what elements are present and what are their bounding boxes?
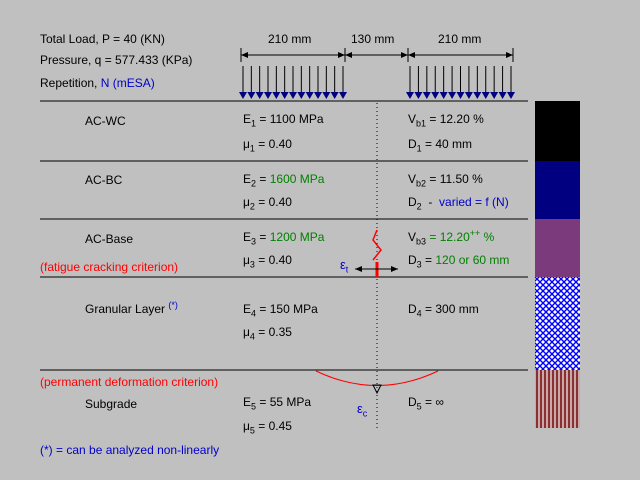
load-arrow-head <box>280 92 289 99</box>
layer-volume: Vb3 = 12.20++ % <box>408 228 495 247</box>
load-arrow-head <box>247 92 256 99</box>
layer-modulus: E4 = 150 MPa <box>243 302 318 319</box>
permanent-deformation-label: (permanent deformation criterion) <box>40 375 219 389</box>
load-arrow-head <box>448 92 457 99</box>
layer-modulus: E5 = 55 MPa <box>243 395 312 412</box>
fatigue-criterion-label: (fatigue cracking criterion) <box>40 260 179 274</box>
dimension-line <box>240 48 514 62</box>
dimension-arrowheads <box>241 52 513 58</box>
compressive-strain-marker <box>372 384 382 395</box>
load-arrow-head <box>456 92 465 99</box>
pressure-label: Pressure, q = 577.433 (KPa) <box>40 53 193 67</box>
load-arrow-head <box>314 92 322 99</box>
load-arrow-head <box>507 92 515 99</box>
load-arrow-head <box>406 92 414 99</box>
layer-poisson: μ2 = 0.40 <box>243 195 292 212</box>
layer-thickness: D2 - varied = f (N) <box>408 195 509 212</box>
load-arrow-head <box>239 92 247 99</box>
load-arrow-head <box>264 92 272 99</box>
total-load-label: Total Load, P = 40 (KN) <box>40 32 165 46</box>
layer-volume: Vb2 = 11.50 % <box>408 172 483 189</box>
layer-thickness: D1 = 40 mm <box>408 137 473 154</box>
load-arrow-head <box>490 92 499 99</box>
layer-modulus: E3 = 1200 MPa <box>243 230 325 247</box>
layer-poisson: μ4 = 0.35 <box>243 325 292 342</box>
load-arrow-head <box>255 92 264 99</box>
repetition-prefix: Repetition, <box>40 76 101 90</box>
layer-modulus: E2 = 1600 MPa <box>243 172 325 189</box>
layer-modulus: E1 = 1100 MPa <box>243 112 324 129</box>
legend-ac-base <box>535 219 580 277</box>
layer-volume: Vb1 = 12.20 % <box>408 112 484 129</box>
load-arrow-head <box>414 92 423 99</box>
footnote: (*) = can be analyzed non-linearly <box>40 443 220 457</box>
layer-legend-strip <box>535 101 580 428</box>
load-arrow-head <box>289 92 297 99</box>
tensile-strain-marker <box>355 229 398 277</box>
legend-granular <box>535 277 580 370</box>
tensile-strain-symbol: εt <box>340 257 349 275</box>
layer-name: Granular Layer (*) <box>85 300 178 317</box>
dimension-right: 210 mm <box>438 32 482 46</box>
layer-name: Subgrade <box>85 397 138 411</box>
dimension-gap: 130 mm <box>351 32 395 46</box>
layer-name: AC-BC <box>85 173 123 187</box>
layer-thickness: D3 = 120 or 60 mm <box>408 253 510 270</box>
load-arrow-head <box>473 92 482 99</box>
layer-poisson: μ1 = 0.40 <box>243 137 292 154</box>
layer-thickness: D4 = 300 mm <box>408 302 479 319</box>
load-arrow-head <box>431 92 440 99</box>
load-arrows-left <box>239 66 347 99</box>
load-arrow-head <box>272 92 281 99</box>
load-arrow-head <box>439 92 448 99</box>
legend-subgrade <box>535 370 580 428</box>
layer-thickness: D5 = ∞ <box>408 395 444 412</box>
layer-poisson: μ3 = 0.40 <box>243 253 292 270</box>
layer-name: AC-Base <box>85 232 134 246</box>
load-arrows-right <box>406 66 515 99</box>
compressive-strain-symbol: εc <box>357 401 368 419</box>
layer-boundaries <box>40 100 528 371</box>
load-arrow-head <box>322 92 331 99</box>
layer-poisson: μ5 = 0.45 <box>243 419 292 436</box>
load-arrow-head <box>422 92 431 99</box>
load-arrow-head <box>305 92 314 99</box>
layer-name: AC-WC <box>85 114 126 128</box>
load-arrow-head <box>339 92 347 99</box>
legend-ac-wc <box>535 101 580 161</box>
dimension-left: 210 mm <box>268 32 312 46</box>
repetition-value: N (mESA) <box>100 76 155 90</box>
repetition-label: Repetition, N (mESA) <box>40 76 155 90</box>
load-arrow-head <box>297 92 306 99</box>
legend-ac-bc <box>535 161 580 219</box>
load-arrow-head <box>498 92 507 99</box>
load-arrow-head <box>330 92 339 99</box>
load-arrow-head <box>481 92 490 99</box>
load-arrow-head <box>464 92 473 99</box>
